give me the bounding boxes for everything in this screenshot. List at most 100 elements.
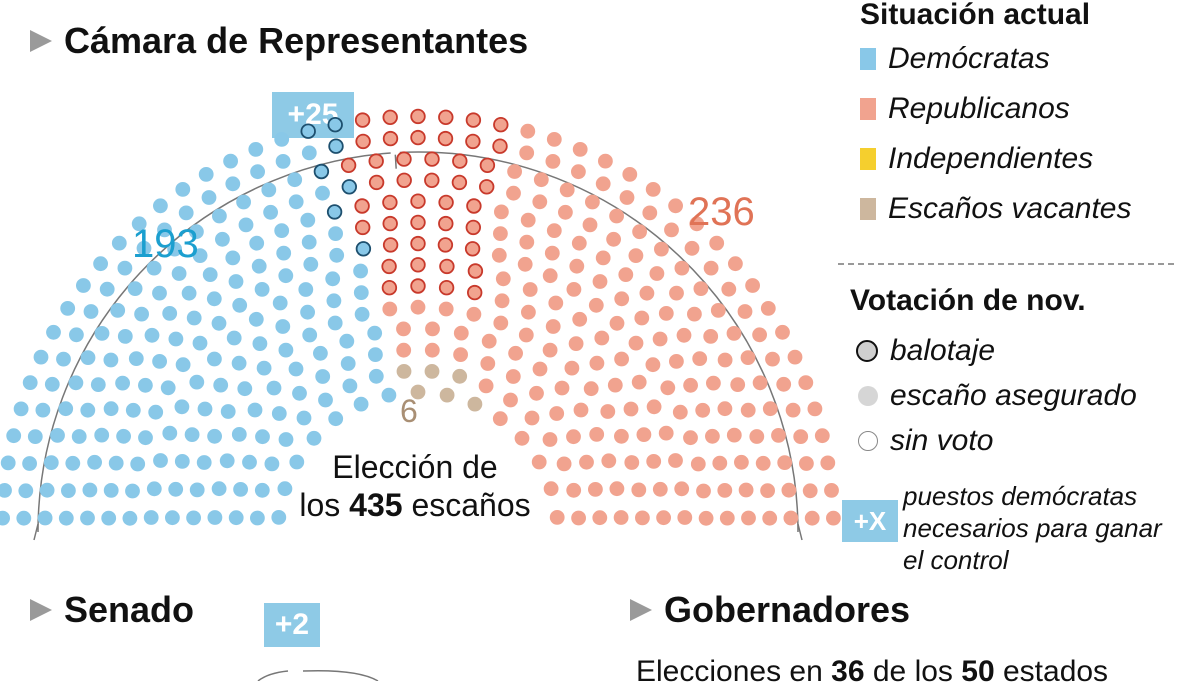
seat-rep	[506, 185, 521, 201]
needed-key-badge-text: +X	[853, 505, 887, 536]
seat-dem	[306, 430, 322, 446]
seat-rep	[522, 282, 538, 297]
seat-rep	[438, 301, 454, 317]
seat-rep	[606, 231, 621, 247]
outline-left-arc	[37, 152, 391, 533]
governors-title: Gobernadores	[630, 589, 910, 631]
seat-dem	[83, 304, 99, 319]
seat-rep	[712, 455, 728, 471]
caption-line1: Elección de	[332, 449, 498, 485]
seat-dem	[232, 297, 248, 313]
seat-rep	[532, 194, 548, 210]
seat-dem	[288, 194, 304, 210]
seat-dem	[189, 224, 204, 240]
seat-dem	[148, 404, 164, 420]
gov-sub-pre: Elecciones en	[636, 655, 823, 688]
seat-rep	[545, 319, 561, 334]
seat-rep	[532, 361, 548, 377]
seat-dem	[207, 510, 223, 525]
seat-dem	[353, 396, 369, 412]
seat-rep	[542, 342, 558, 358]
ind-swatch-icon	[860, 148, 876, 170]
seat-dem	[278, 432, 294, 447]
seat-rep	[520, 123, 536, 139]
needed-key-text: puestos demócratas necesarios para ganar…	[903, 480, 1162, 576]
seat-dem	[318, 392, 333, 408]
seat-rep	[518, 327, 534, 343]
seat-dem	[127, 281, 143, 296]
seat-rep	[785, 402, 801, 418]
seat-rep	[777, 455, 793, 470]
seat-dem	[35, 402, 51, 418]
seat-rep	[760, 301, 776, 316]
seat-dem	[128, 351, 144, 366]
seat-dem	[368, 347, 383, 362]
seat-rep	[382, 301, 398, 317]
seat-rep	[783, 510, 799, 526]
seat-rep	[572, 311, 588, 327]
seat-rep	[524, 410, 540, 426]
seat-dem	[196, 455, 212, 470]
seat-rep	[669, 285, 684, 301]
seat-rep	[595, 250, 611, 266]
seat-dem	[315, 185, 330, 201]
seat-dem	[116, 428, 131, 444]
seat-rep	[654, 241, 669, 257]
house-title: Cámara de Representantes	[30, 20, 528, 62]
seat-rep	[438, 215, 454, 232]
seat-dem	[178, 205, 194, 221]
seat-dem	[69, 327, 84, 343]
seat-dem	[134, 306, 150, 322]
seat-rep	[588, 297, 604, 313]
seat-rep	[464, 241, 481, 257]
seat-rep	[614, 291, 630, 307]
seat-rep	[668, 453, 683, 468]
seat-dem	[80, 402, 96, 418]
seat-rep	[669, 354, 684, 369]
seat-vacant	[424, 364, 440, 379]
gov-sub-n1: 36	[831, 655, 865, 688]
vote-item-runoff: balotaje	[856, 334, 995, 368]
seat-rep	[598, 153, 613, 169]
outlined-circle-icon	[856, 340, 878, 362]
seat-rep	[566, 429, 581, 445]
seat-dem	[175, 357, 191, 373]
seat-dem	[261, 182, 277, 198]
seat-dem	[328, 138, 344, 154]
seat-rep	[799, 456, 814, 471]
triangle-bullet-icon	[630, 599, 652, 621]
seat-rep	[726, 427, 742, 443]
seat-dem	[292, 385, 307, 401]
seat-dem	[238, 217, 254, 233]
seat-rep	[492, 138, 508, 154]
seat-rep	[687, 306, 702, 322]
seat-rep	[410, 193, 426, 209]
seat-rep	[424, 172, 440, 189]
seat-rep	[738, 482, 754, 498]
seat-rep	[639, 285, 655, 301]
seat-rep	[451, 174, 468, 191]
seat-rep	[607, 377, 623, 393]
seat-rep	[381, 258, 397, 275]
seat-rep	[656, 510, 671, 526]
seat-dem	[278, 342, 294, 358]
seat-dem	[256, 360, 272, 376]
seat-rep	[382, 109, 398, 126]
seat-dem	[326, 204, 343, 220]
seat-rep	[479, 179, 495, 195]
seat-dem	[207, 428, 223, 444]
seat-rep	[529, 385, 544, 401]
seat-dem	[68, 375, 84, 391]
legend-ind-label: Independientes	[888, 142, 1094, 175]
seat-rep	[745, 278, 760, 293]
seat-dem	[186, 510, 202, 526]
seat-dem	[65, 455, 81, 471]
seat-rep	[519, 234, 535, 250]
seat-dem	[184, 427, 200, 442]
seat-dem	[125, 402, 141, 418]
seat-rep	[717, 483, 733, 498]
seat-dem	[181, 285, 197, 301]
seat-dem	[87, 454, 102, 470]
seat-rep	[781, 482, 797, 498]
seat-dem	[275, 154, 291, 169]
